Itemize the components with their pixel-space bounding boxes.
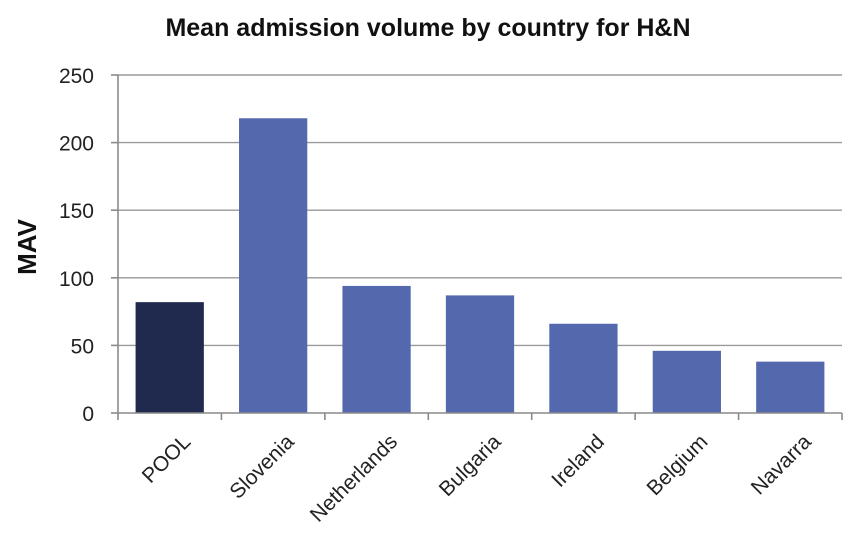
y-axis-label: MAV (12, 218, 42, 275)
axes (111, 74, 843, 420)
chart-title: Mean admission volume by country for H&N (165, 14, 690, 42)
y-tick-label: 50 (71, 335, 94, 358)
bar-belgium (652, 350, 721, 413)
y-tick-label: 250 (59, 65, 94, 88)
bar-pool (135, 302, 204, 413)
bar-ireland (549, 323, 618, 413)
x-tick-label: Slovenia (225, 430, 298, 503)
y-tick-labels: 0 50 100 150 200 250 (59, 65, 94, 426)
x-tick-label: Belgium (642, 430, 712, 500)
y-tick-label: 150 (59, 200, 94, 223)
gridlines (118, 74, 842, 347)
bar-slovenia (239, 118, 308, 413)
bar-bulgaria (445, 295, 515, 413)
x-tick-label: Netherlands (306, 430, 402, 526)
bars (135, 118, 825, 413)
bar-navarra (756, 361, 825, 413)
y-tick-label: 100 (59, 268, 94, 291)
x-tick-label: Navarra (747, 430, 816, 499)
bar-netherlands (342, 285, 411, 413)
x-tick-label: Bulgaria (435, 430, 506, 501)
y-tick-label: 0 (82, 403, 94, 426)
y-tick-label: 200 (59, 133, 94, 156)
x-tick-label: Ireland (547, 430, 609, 492)
x-tick-labels: POOL Slovenia Netherlands Bulgaria Ireland Be… (138, 430, 816, 527)
x-tick-label: POOL (138, 430, 196, 488)
